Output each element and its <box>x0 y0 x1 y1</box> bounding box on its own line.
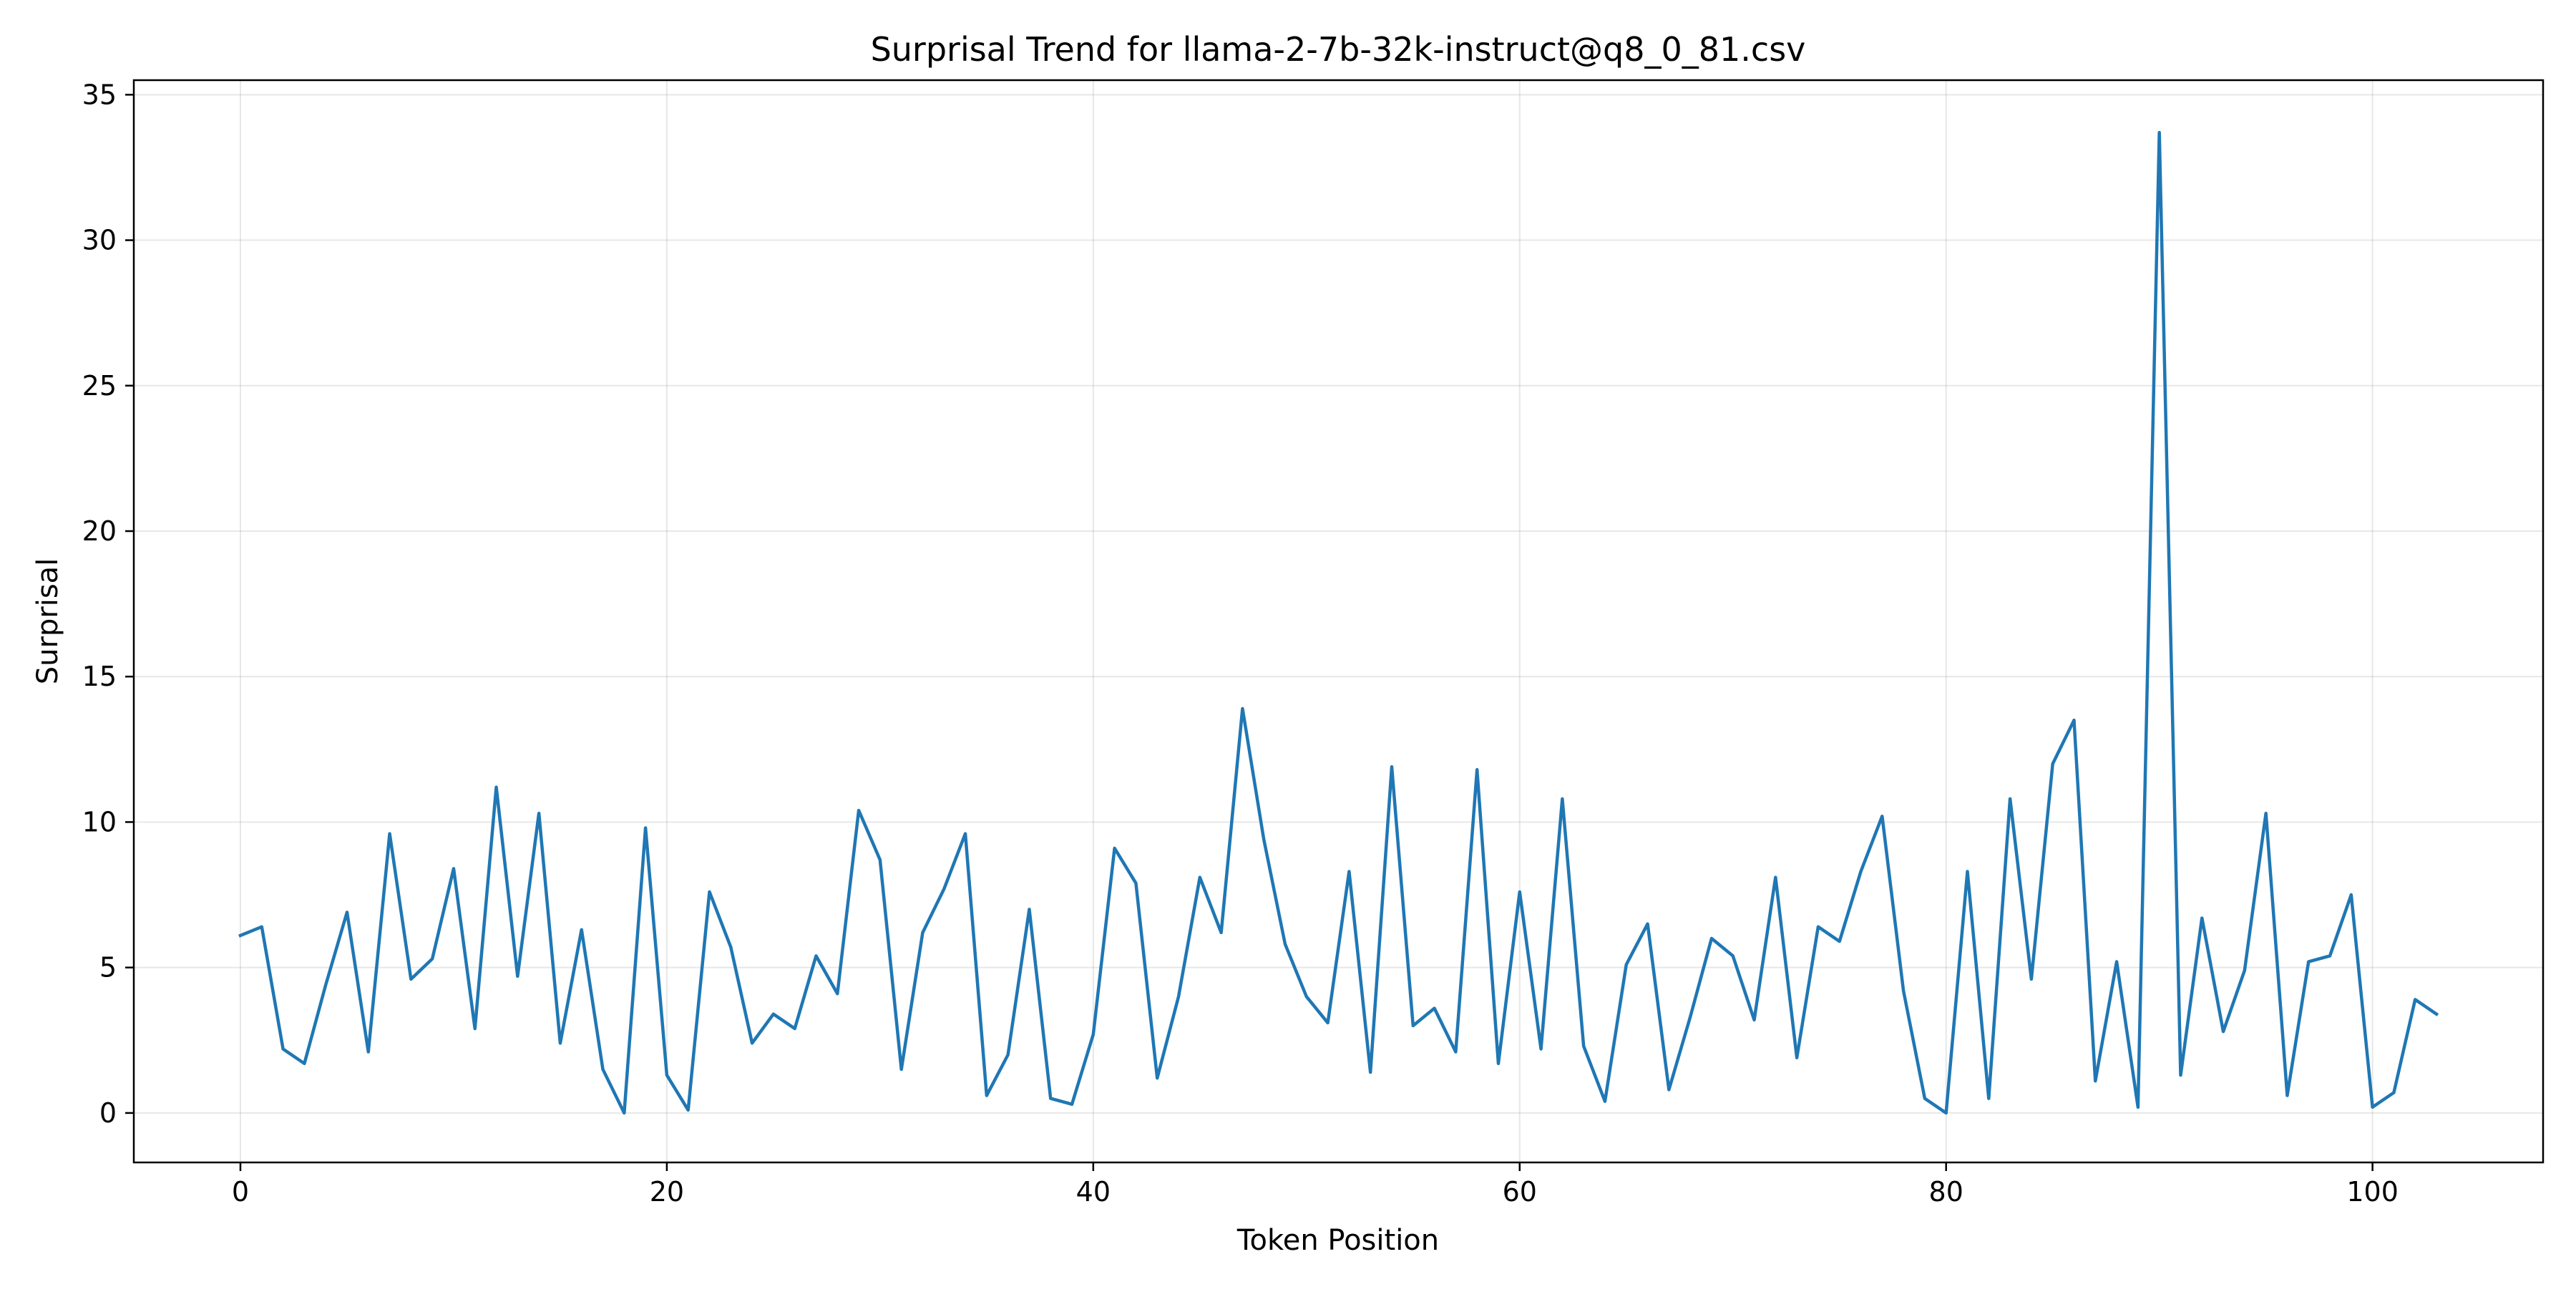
y-tick-label: 0 <box>99 1097 117 1129</box>
y-tick-label: 20 <box>82 515 117 547</box>
series-line <box>238 130 2439 1115</box>
y-tick-label: 5 <box>99 952 117 983</box>
series-layer <box>238 130 2439 1115</box>
plot-frame <box>132 79 2545 1164</box>
x-axis-label: Token Position <box>1236 1224 1439 1257</box>
grid <box>134 80 2543 1162</box>
y-tick-label: 25 <box>82 370 117 402</box>
ticks: 0 20 40 60 80 100 0 5 10 15 20 25 30 35 <box>82 79 2399 1208</box>
x-tick-label: 20 <box>650 1176 684 1208</box>
y-tick-label: 35 <box>82 79 117 110</box>
y-axis-label: Surprisal <box>31 558 64 685</box>
x-tick-label: 40 <box>1076 1176 1111 1208</box>
x-tick-label: 100 <box>2346 1176 2399 1208</box>
y-tick-label: 15 <box>82 661 117 692</box>
chart-title: Surprisal Trend for llama-2-7b-32k-instr… <box>871 30 1806 69</box>
x-tick-label: 80 <box>1929 1176 1963 1208</box>
x-tick-label: 60 <box>1503 1176 1537 1208</box>
y-tick-label: 10 <box>82 806 117 837</box>
x-tick-label: 0 <box>232 1176 249 1208</box>
y-tick-label: 30 <box>82 225 117 256</box>
